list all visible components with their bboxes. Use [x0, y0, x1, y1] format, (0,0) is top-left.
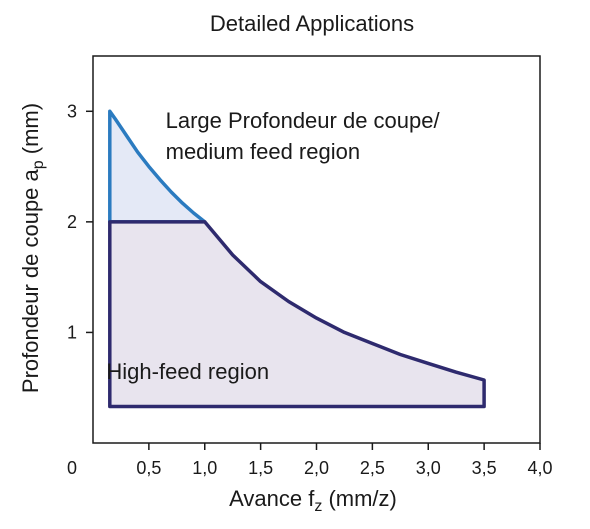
y-tick-label-1: 2: [67, 212, 77, 232]
y-axis-title-unit: (mm): [18, 103, 43, 160]
region-1: [108, 220, 486, 409]
x-tick-label-3: 2,0: [304, 458, 329, 478]
region-0: [108, 109, 207, 224]
region-0-label-line-0: Large Profondeur de coupe/: [166, 108, 441, 133]
tick-layer: 0,5 1,0 1,5 2,0 2,5 3,0 3,5 4,0 0 1 2 3: [67, 101, 553, 478]
x-axis-title-main: Avance f: [229, 486, 315, 511]
y-tick-label-2: 3: [67, 101, 77, 121]
y-axis-title-main: Profondeur de coupe a: [18, 168, 43, 393]
region-0-label-line-1: medium feed region: [166, 139, 360, 164]
region-layer: [108, 109, 486, 409]
x-tick-label-1: 1,0: [192, 458, 217, 478]
region-label-layer: Large Profondeur de coupe/medium feed re…: [106, 108, 440, 384]
x-axis-title: Avance fz (mm/z): [229, 486, 397, 515]
x-tick-label-5: 3,0: [416, 458, 441, 478]
x-tick-label-2: 1,5: [248, 458, 273, 478]
y-axis-title-subscript: p: [30, 160, 47, 169]
y-axis-title: Profondeur de coupe ap (mm): [18, 103, 47, 393]
origin-label: 0: [67, 458, 77, 478]
x-tick-label-7: 4,0: [527, 458, 552, 478]
x-tick-label-0: 0,5: [136, 458, 161, 478]
x-tick-label-4: 2,5: [360, 458, 385, 478]
x-axis-title-subscript: z: [314, 498, 322, 515]
region-1-label-line-0: High-feed region: [106, 359, 269, 384]
chart-title: Detailed Applications: [210, 11, 414, 36]
x-axis-title-unit: (mm/z): [322, 486, 397, 511]
x-tick-label-6: 3,5: [472, 458, 497, 478]
y-tick-label-0: 1: [67, 322, 77, 342]
